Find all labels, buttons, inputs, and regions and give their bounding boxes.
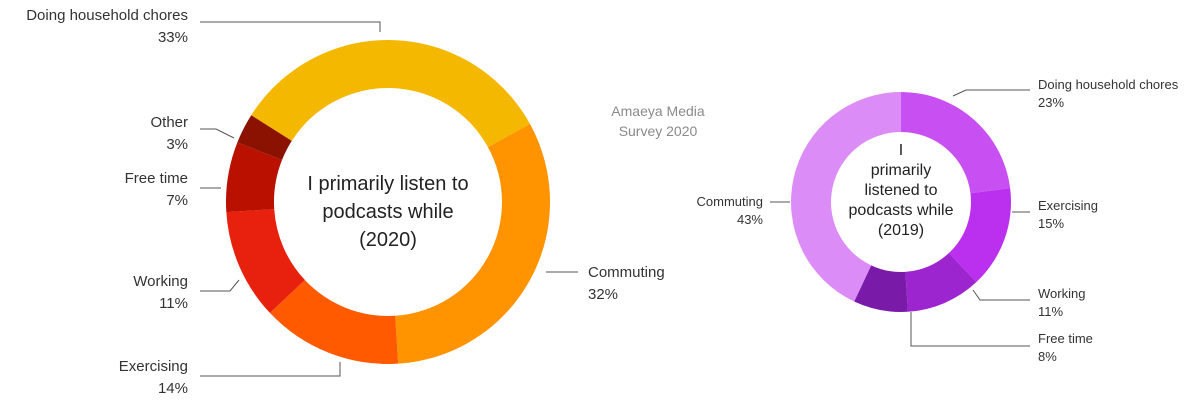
source-note-line-1: Amaeya Media [611, 103, 705, 119]
chart1-category-label: Commuting [588, 264, 665, 281]
chart2-value-label: 23% [1038, 95, 1064, 110]
chart2-category-label: Working [1038, 286, 1085, 301]
chart2-value-label: 43% [737, 212, 763, 227]
chart1-value-label: 7% [166, 192, 188, 209]
chart2-slice-commuting [791, 92, 901, 302]
chart1-value-label: 11% [159, 295, 188, 312]
chart1-slice-free-time [226, 142, 283, 213]
chart1-leader-line [200, 362, 341, 377]
chart2-leader-line [952, 89, 1030, 97]
chart1-center-title-line: I primarily listen to [307, 173, 468, 195]
chart1-slice-other [237, 115, 292, 161]
chart2-category-label: Exercising [1038, 198, 1098, 213]
chart2-center-title-line: listened to [865, 182, 938, 199]
chart1-leader-line [200, 279, 240, 292]
chart1-category-label: Doing household chores [26, 7, 188, 24]
chart1-category-label: Free time [125, 170, 188, 187]
chart1-value-label: 14% [158, 380, 188, 397]
source-note-line-2: Survey 2020 [619, 123, 698, 139]
chart2-category-label: Doing household chores [1038, 77, 1179, 92]
chart1-category-label: Exercising [119, 358, 188, 375]
chart1-center-title-line: podcasts while [322, 201, 453, 223]
chart1-category-label: Other [150, 114, 188, 131]
chart1-value-label: 3% [166, 136, 188, 153]
chart2-value-label: 15% [1038, 216, 1064, 231]
chart1-slice-commuting [395, 123, 550, 364]
chart2-center-title-line: (2019) [878, 222, 924, 239]
chart2-center-title-line: podcasts while [849, 202, 954, 219]
chart1-value-label: 32% [588, 286, 618, 303]
chart1-slice-exercising [269, 280, 399, 364]
chart1-slice-working [226, 209, 305, 313]
chart2-category-label: Free time [1038, 331, 1093, 346]
chart2-leader-line [972, 289, 1030, 301]
chart1-category-label: Working [133, 273, 188, 290]
chart2-center-title-line: I [899, 142, 903, 159]
chart2-value-label: 8% [1038, 349, 1057, 364]
chart2-center-title-line: primarily [871, 162, 931, 179]
chart1-leader-line [200, 128, 235, 139]
chart2-category-label: Commuting [697, 194, 763, 209]
chart2-slice-exercising [948, 188, 1011, 283]
chart2-slice-working [905, 253, 977, 312]
chart2-value-label: 11% [1038, 304, 1063, 319]
chart1-slice-doing-household-chores [251, 40, 530, 148]
chart2-leader-line [910, 312, 1030, 347]
chart1-value-label: 33% [158, 29, 188, 46]
chart2-slice-free-time [854, 265, 908, 312]
chart1-leader-line [200, 21, 381, 32]
chart1-center-title-line: (2020) [359, 229, 417, 251]
chart2-slice-doing-household-chores [901, 92, 1011, 194]
